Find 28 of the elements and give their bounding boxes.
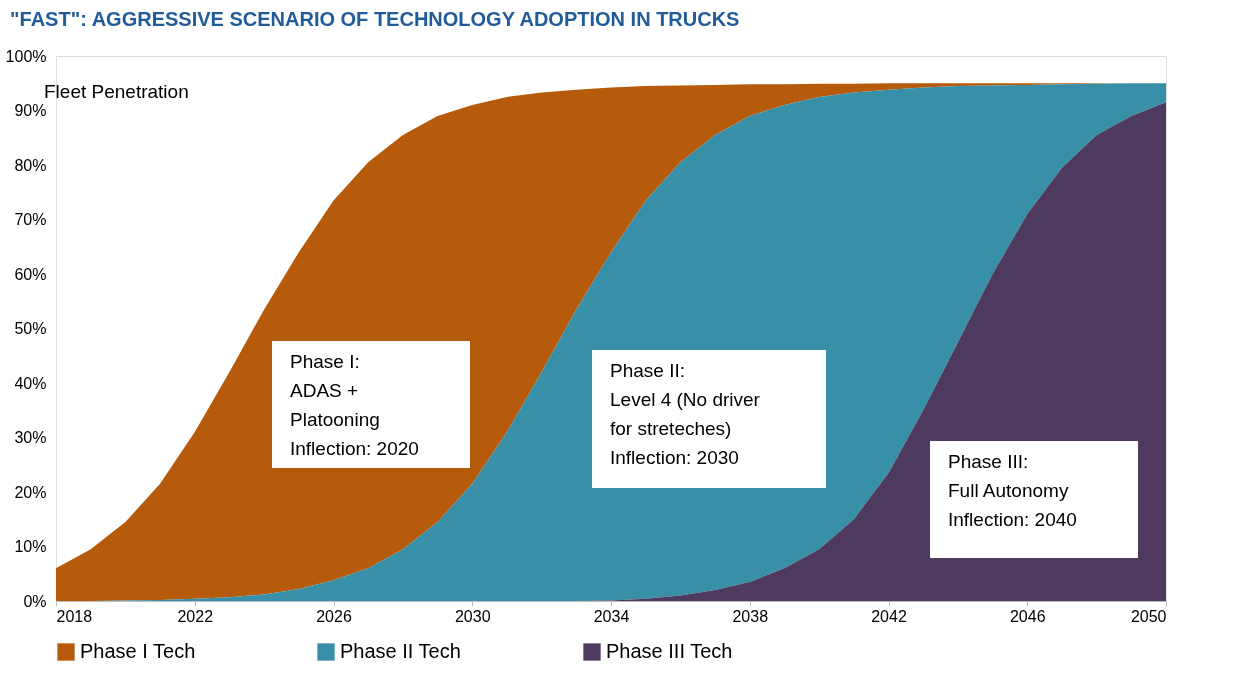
x-tick-label: 2026	[316, 607, 352, 625]
y-tick-label: 90%	[14, 102, 47, 119]
legend-label: Phase I Tech	[80, 640, 196, 662]
x-tick-label: 2018	[56, 607, 93, 625]
y-tick-label: 80%	[14, 156, 47, 174]
y-axis-title: Fleet Penetration	[44, 81, 189, 102]
y-tick-label: 100%	[5, 47, 47, 65]
x-tick-label: 2030	[454, 607, 491, 625]
y-tick-label: 20%	[14, 483, 47, 501]
x-tick-label: 2042	[871, 607, 907, 625]
y-tick-label: 30%	[14, 429, 47, 446]
y-tick-label: 70%	[14, 211, 47, 228]
y-tick-label: 40%	[14, 374, 47, 392]
chart-title: "FAST": AGGRESSIVE SCENARIO OF TECHNOLOGY ADOPTION IN TRUCKS	[10, 8, 740, 30]
x-tick-label: 2034	[593, 607, 630, 625]
annotation: Phase II: Level 4 (No driver for streteches) Inflection: 2030	[610, 360, 761, 468]
x-tick-label: 2022	[177, 607, 214, 625]
x-tick-label: 2038	[732, 607, 769, 625]
x-tick-label: 2050	[1130, 607, 1167, 625]
y-tick-label: 0%	[23, 592, 47, 610]
annotation: Phase I: ADAS + Platooning Inflection: 2020	[290, 351, 419, 459]
y-tick-label: 10%	[14, 538, 47, 555]
x-tick-label: 2046	[1009, 607, 1046, 625]
legend-label: Phase II Tech	[340, 640, 461, 662]
y-tick-label: 60%	[14, 265, 47, 283]
annotation: Phase III: Full Autonomy Inflection: 2040	[948, 451, 1077, 530]
legend-label: Phase III Tech	[606, 640, 733, 662]
y-tick-label: 50%	[14, 320, 47, 337]
